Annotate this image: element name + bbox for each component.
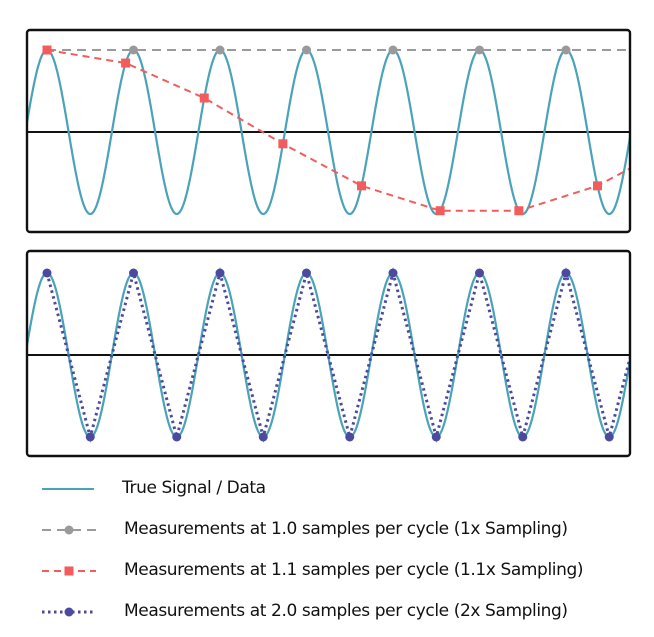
legend-item-1-1x-sampling: Measurements at 1.1 samples per cycle (1…: [36, 554, 636, 595]
panel-bottom-s2x-marker-8: [388, 268, 398, 278]
panel-top-s11x-marker-5: [435, 206, 445, 216]
panel-bottom-s2x-marker-12: [561, 268, 571, 278]
panel-bottom-s2x-marker-9: [431, 432, 441, 442]
panel-bottom-s2x-marker-5: [258, 432, 268, 442]
panel-top-s11x-marker-0: [42, 45, 52, 55]
panel-top-s1x-marker-1: [129, 45, 138, 55]
legend-label-1x-sampling: Measurements at 1.0 samples per cycle (1…: [124, 519, 568, 539]
panel-bottom-frame: [25, 249, 632, 458]
panel-bottom-plot-area: [28, 267, 654, 443]
panel-top-s1x-marker-2: [215, 45, 225, 55]
legend-label-true-signal: True Signal / Data: [122, 478, 266, 498]
sampling-figure: [25, 28, 654, 458]
legend-swatch-2x-sampling: [42, 607, 96, 617]
legend-swatch-1-1x-sampling: [42, 566, 96, 576]
legend-item-1x-sampling: Measurements at 1.0 samples per cycle (1…: [36, 513, 636, 554]
legend-item-true-signal: True Signal / Data: [36, 472, 636, 513]
panel-bottom-s2x-marker-3: [172, 432, 182, 442]
legend-item-2x-sampling: Measurements at 2.0 samples per cycle (2…: [36, 595, 636, 636]
panel-top-plot-area: [28, 45, 654, 216]
panel-top-s11x-marker-6: [514, 206, 524, 216]
panel-top-s1x-marker-3: [302, 45, 311, 55]
panel-top-s11x-marker-7: [592, 181, 602, 191]
legend-swatch-true-signal: [42, 488, 94, 490]
panel-top-s11x-marker-2: [199, 93, 209, 103]
panel-bottom-s2x-marker-10: [475, 268, 484, 278]
panel-bottom-s2x-marker-0: [42, 268, 52, 278]
panel-top-s11x-marker-3: [278, 139, 288, 149]
legend-swatch-1x-sampling: [42, 525, 96, 535]
panel-top-s11x-marker-4: [357, 181, 367, 191]
panel-top: [25, 28, 654, 234]
legend-label-2x-sampling: Measurements at 2.0 samples per cycle (2…: [124, 601, 568, 621]
panel-top-s11x-marker-1: [121, 58, 131, 68]
panel-bottom: [25, 249, 654, 458]
panel-top-frame: [25, 28, 632, 234]
legend-label-1-1x-sampling: Measurements at 1.1 samples per cycle (1…: [124, 560, 584, 580]
panel-bottom-s2x-marker-1: [85, 432, 95, 442]
panel-bottom-s2x-marker-7: [345, 432, 355, 442]
panel-bottom-s2x-marker-4: [215, 268, 225, 278]
panel-top-s1x-marker-4: [388, 45, 398, 55]
panel-top-s1x-marker-7: [648, 46, 654, 55]
panel-top-s1x-marker-5: [475, 45, 484, 55]
panel-bottom-s2x-marker-2: [129, 268, 138, 278]
panel-bottom-s2x-marker-6: [302, 268, 311, 278]
panel-bottom-s2x-marker-14: [648, 269, 654, 278]
panel-bottom-s2x-marker-11: [518, 432, 528, 442]
panel-top-s11x-line: [46, 49, 629, 212]
panel-top-s1x-marker-6: [561, 45, 571, 55]
legend: True Signal / Data Measurements at 1.0 s…: [36, 472, 636, 636]
panel-bottom-s2x-marker-13: [604, 432, 614, 442]
